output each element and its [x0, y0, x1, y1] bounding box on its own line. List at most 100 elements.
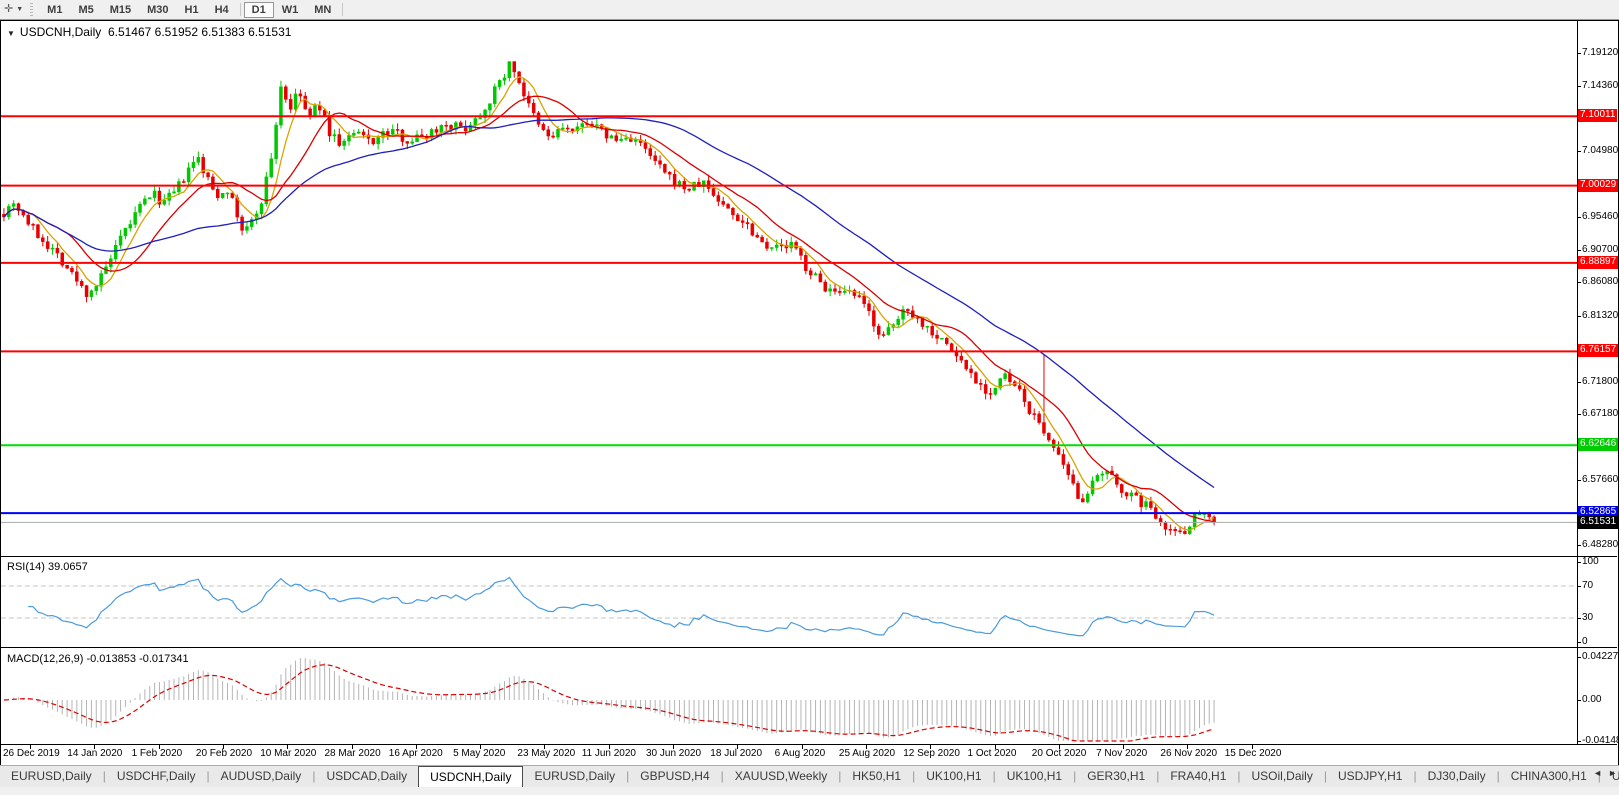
macd-axis-tick-mark — [1577, 700, 1581, 701]
chart-title: ▼ USDCNH,Daily 6.51467 6.51952 6.51383 6.… — [7, 25, 291, 39]
tab-scroll-right-icon[interactable]: ► — [1608, 768, 1617, 778]
cursor-tool-icon[interactable]: ✛ — [4, 3, 14, 15]
tab-xauusd-weekly[interactable]: XAUUSD,Weekly — [734, 769, 828, 783]
timeframe-toolbar: M1 M5 M15 M30 H1 H4 D1 W1 MN — [39, 1, 346, 18]
price-axis-tick-mark — [1577, 52, 1581, 54]
date-axis-tick-mark — [287, 745, 289, 749]
tab-usdcnh-daily[interactable]: USDCNH,Daily — [418, 766, 524, 788]
macd-indicator-label: MACD(12,26,9) -0.013853 -0.017341 — [7, 653, 189, 665]
macd-axis-tick-mark — [1577, 741, 1581, 742]
tab-divider: | — [992, 769, 996, 783]
date-axis-label: 1 Oct 2020 — [967, 748, 1017, 759]
chevron-down-icon[interactable]: ▼ — [16, 6, 24, 13]
timeframe-m15[interactable]: M15 — [109, 3, 132, 16]
toolbar-grip[interactable] — [30, 3, 34, 16]
price-axis-tick: 6.95460 — [1582, 211, 1619, 223]
price-axis-tick: 6.67180 — [1582, 407, 1619, 419]
tab-gbpusd-h4[interactable]: GBPUSD,H4 — [640, 769, 710, 783]
tab-usdjpy-h1[interactable]: USDJPY,H1 — [1337, 769, 1403, 783]
macd-axis-tick: 0.042275 — [1582, 651, 1619, 662]
date-axis-label: 15 Dec 2020 — [1224, 748, 1282, 759]
rsi-axis-tick-mark — [1577, 618, 1581, 619]
price-axis-tick-mark — [1577, 250, 1581, 252]
panel-separator[interactable] — [1, 556, 1617, 557]
date-axis-tick-mark — [673, 745, 674, 749]
price-axis-tick: 7.14360 — [1582, 80, 1619, 92]
tab-divider: | — [1496, 769, 1500, 783]
price-axis-tick-mark — [1577, 315, 1581, 317]
price-level-tag: 6.88897 — [1578, 255, 1619, 269]
rsi-axis-tick: 70 — [1582, 580, 1594, 591]
tab-china300-h1[interactable]: CHINA300,H1 — [1510, 769, 1587, 783]
price-axis-tick-mark — [1577, 413, 1581, 415]
timeframe-m1[interactable]: M1 — [47, 3, 63, 16]
tab-divider: | — [720, 769, 724, 783]
rsi-axis-tick: 0 — [1582, 636, 1588, 647]
toolbar-separator — [239, 3, 241, 16]
tab-divider: | — [1597, 769, 1601, 783]
price-level-tag: 7.00029 — [1578, 178, 1619, 192]
toolbar-separator — [342, 3, 344, 16]
macd-panel[interactable] — [1, 649, 1577, 744]
tab-scroll-left-icon[interactable]: ◄ — [1593, 768, 1603, 778]
date-axis-label: 25 Aug 2020 — [838, 748, 896, 759]
date-axis-label: 6 Aug 2020 — [774, 748, 826, 759]
date-axis-tick-mark — [415, 745, 417, 749]
price-axis-tick: 6.81320 — [1582, 309, 1619, 321]
tab-uk100-h1[interactable]: UK100,H1 — [926, 769, 982, 783]
date-axis-label: 12 Sep 2020 — [903, 748, 960, 759]
date-axis-tick-mark — [222, 745, 224, 749]
date-axis-tick-mark — [480, 745, 482, 749]
tab-divider: | — [1073, 769, 1077, 783]
rsi-axis-tick: 30 — [1582, 612, 1594, 623]
tab-divider: | — [312, 769, 316, 783]
tab-usdchf-daily[interactable]: USDCHF,Daily — [116, 769, 196, 783]
timeframe-d1[interactable]: D1 — [243, 1, 274, 18]
date-axis-label: 10 Mar 2020 — [260, 748, 317, 759]
tab-audusd-daily[interactable]: AUDUSD,Daily — [220, 769, 302, 783]
rsi-axis-tick: 100 — [1582, 556, 1599, 567]
main-chart[interactable] — [1, 21, 1577, 556]
price-axis-tick-mark — [1577, 86, 1581, 88]
rsi-panel[interactable] — [1, 558, 1577, 647]
tab-eurusd-daily[interactable]: EURUSD,Daily — [11, 769, 92, 783]
date-axis-label: 16 Apr 2020 — [388, 748, 443, 759]
tab-hk50-h1[interactable]: HK50,H1 — [852, 769, 902, 783]
tab-eurusd-daily[interactable]: EURUSD,Daily — [534, 769, 616, 783]
tab-dj30-daily[interactable]: DJ30,Daily — [1427, 769, 1486, 783]
price-axis-tick: 6.48280 — [1582, 539, 1619, 550]
date-axis-label: 20 Oct 2020 — [1031, 748, 1087, 759]
collapse-caret-icon[interactable]: ▼ — [7, 29, 15, 38]
tab-u[interactable]: U — [1601, 766, 1619, 788]
timeframe-m5[interactable]: M5 — [78, 3, 94, 16]
date-axis-label: 20 Feb 2020 — [195, 748, 253, 759]
price-axis-tick-mark — [1577, 282, 1581, 284]
tab-divider: | — [912, 769, 916, 783]
timeframe-m30[interactable]: M30 — [147, 3, 169, 16]
timeframe-h1[interactable]: H1 — [184, 3, 199, 16]
tab-uk100-h1[interactable]: UK100,H1 — [1006, 769, 1063, 783]
date-axis-tick-mark — [737, 745, 739, 749]
date-axis-label: 26 Nov 2020 — [1160, 748, 1218, 759]
price-axis-tick-mark — [1577, 381, 1581, 383]
panel-separator[interactable] — [1, 647, 1617, 648]
date-axis-label: 7 Nov 2020 — [1096, 748, 1148, 759]
status-strip — [0, 787, 1619, 795]
date-axis-tick-mark — [930, 745, 932, 749]
rsi-axis-tick-mark — [1577, 586, 1581, 587]
price-level-tag: 7.10011 — [1578, 109, 1618, 123]
tab-usoil-daily[interactable]: USOil,Daily — [1251, 769, 1313, 783]
macd-axis-tick-mark — [1577, 657, 1581, 658]
price-axis-tick: 6.57660 — [1582, 473, 1619, 485]
timeframe-mn[interactable]: MN — [314, 3, 332, 16]
tab-fra40-h1[interactable]: FRA40,H1 — [1170, 769, 1227, 783]
tab-divider: | — [206, 769, 210, 783]
tab-ger30-h1[interactable]: GER30,H1 — [1087, 769, 1146, 783]
date-axis-tick-mark — [158, 745, 160, 749]
tab-usdcad-daily[interactable]: USDCAD,Daily — [326, 769, 408, 783]
date-axis-label: 28 Mar 2020 — [324, 748, 381, 759]
timeframe-h4[interactable]: H4 — [214, 3, 229, 16]
date-axis-tick-mark — [1187, 745, 1189, 749]
rsi-axis-tick-mark — [1577, 562, 1581, 563]
timeframe-w1[interactable]: W1 — [281, 3, 299, 16]
